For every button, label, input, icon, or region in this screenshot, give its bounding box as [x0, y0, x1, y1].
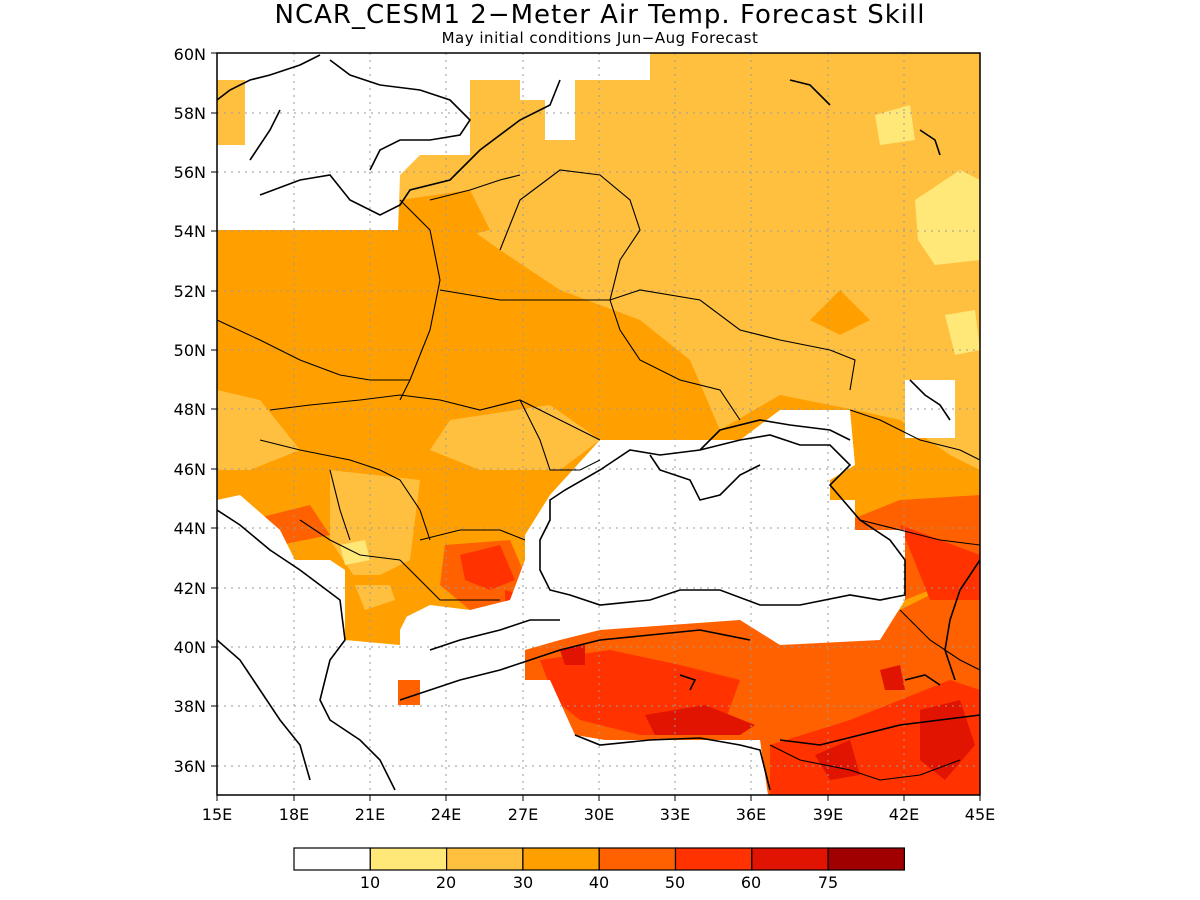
lon-tick-label: 18E: [279, 805, 309, 824]
lat-tick-label: 60N: [174, 45, 206, 64]
colorbar-swatch: [369, 847, 448, 871]
colorbar-swatch: [446, 847, 524, 871]
skill-field: [217, 53, 980, 795]
colorbar-swatch: [751, 847, 829, 871]
axis-ticks: [211, 52, 981, 801]
colorbar-swatch: [827, 847, 905, 871]
lat-tick-label: 40N: [174, 638, 206, 657]
map-subtitle: May initial conditions Jun−Aug Forecast: [441, 29, 759, 47]
colorbar-swatch: [674, 847, 753, 871]
coastlines: [217, 54, 980, 791]
map-title: NCAR_CESM1 2−Meter Air Temp. Forecast Sk…: [274, 0, 926, 30]
lon-tick-labels: 15E 18E 21E 24E 27E 30E 33E 36E 39E 42E …: [202, 805, 995, 824]
lon-tick-label: 42E: [889, 805, 919, 824]
lon-tick-label: 45E: [965, 805, 995, 824]
colorbar: 10 20 30 40 50 60 75: [293, 847, 905, 892]
lat-tick-label: 52N: [174, 282, 206, 301]
lat-tick-label: 42N: [174, 579, 206, 598]
lat-tick-label: 50N: [174, 341, 206, 360]
lat-tick-label: 48N: [174, 400, 206, 419]
lon-tick-label: 15E: [202, 805, 232, 824]
colorbar-label: 75: [818, 873, 838, 892]
lon-tick-label: 33E: [660, 805, 690, 824]
colorbar-label: 50: [665, 873, 685, 892]
graticule: [217, 53, 980, 795]
lat-tick-label: 44N: [174, 519, 206, 538]
lat-tick-labels: 36N 38N 40N 42N 44N 46N 48N 50N 52N 54N …: [174, 45, 206, 776]
colorbar-label: 60: [741, 873, 761, 892]
lat-tick-label: 56N: [174, 163, 206, 182]
lat-tick-label: 46N: [174, 460, 206, 479]
colorbar-label: 40: [589, 873, 609, 892]
colorbar-swatch: [522, 847, 600, 871]
colorbar-label: 10: [360, 873, 380, 892]
lat-tick-label: 38N: [174, 697, 206, 716]
lat-tick-label: 58N: [174, 104, 206, 123]
colorbar-label: 20: [436, 873, 456, 892]
lon-tick-label: 39E: [813, 805, 843, 824]
lon-tick-label: 36E: [736, 805, 766, 824]
lat-tick-label: 54N: [174, 222, 206, 241]
colorbar-label: 30: [513, 873, 533, 892]
lon-tick-label: 21E: [355, 805, 385, 824]
lon-tick-label: 30E: [584, 805, 614, 824]
colorbar-swatch: [293, 847, 371, 871]
lat-tick-label: 36N: [174, 757, 206, 776]
lon-tick-label: 27E: [508, 805, 538, 824]
borders: [217, 169, 980, 781]
colorbar-swatch: [598, 847, 677, 871]
lon-tick-label: 24E: [431, 805, 461, 824]
